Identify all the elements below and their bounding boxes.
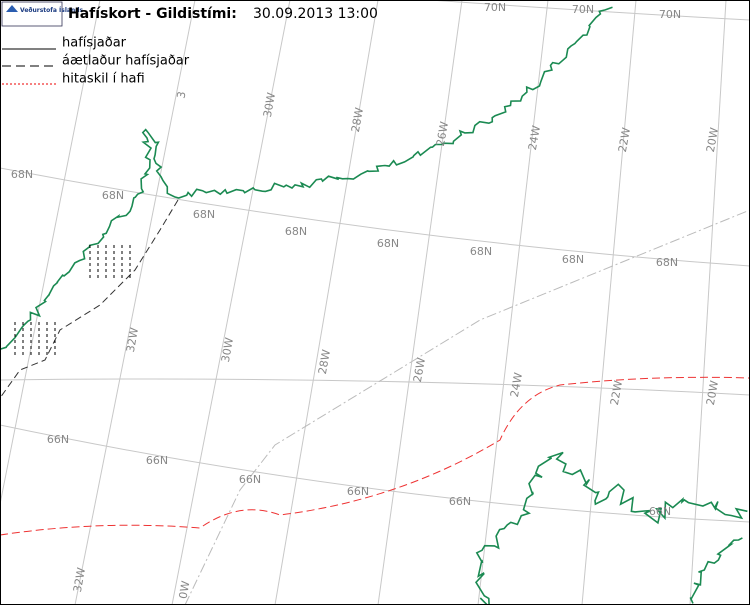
grid-label: 66N bbox=[449, 495, 471, 508]
grid-label: 68N bbox=[102, 189, 124, 202]
graticule-line bbox=[429, 0, 750, 21]
grid-label: 70N bbox=[659, 8, 681, 21]
logo-icon bbox=[6, 5, 18, 12]
grid-label: 68N bbox=[285, 225, 307, 238]
graticule-line bbox=[171, 0, 291, 605]
grid-label: 68N bbox=[193, 208, 215, 221]
graticule-line bbox=[74, 0, 196, 605]
grid-label: 68N bbox=[562, 253, 584, 266]
grid-label: 28W bbox=[349, 106, 366, 133]
graticule-line bbox=[477, 0, 549, 605]
graticule-line bbox=[0, 167, 750, 267]
legend-text: hafísjaðar bbox=[62, 36, 127, 51]
title: Hafískort - Gildistími: bbox=[68, 6, 237, 22]
grid-label: 0W bbox=[177, 580, 193, 600]
grid-label: 24W bbox=[508, 371, 525, 398]
grid-label: 66N bbox=[47, 433, 69, 446]
graticule-line bbox=[581, 0, 637, 605]
features bbox=[0, 6, 750, 605]
grid-label: 26W bbox=[434, 120, 451, 147]
grid-label: 3 bbox=[174, 90, 188, 99]
grid-label: 66N bbox=[239, 473, 261, 486]
grid-label: 68N bbox=[470, 245, 492, 258]
logo-box bbox=[1, 1, 63, 27]
grid-label: 66N bbox=[146, 454, 168, 467]
grid-label: 70N bbox=[484, 1, 506, 14]
ocean-front bbox=[0, 376, 750, 536]
grid-label: 66N bbox=[347, 485, 369, 498]
grid-label: 68N bbox=[11, 168, 33, 181]
grid-label: 70N bbox=[572, 3, 594, 16]
ice-edge-estimated bbox=[0, 199, 179, 399]
grid-label: 30W bbox=[261, 91, 278, 118]
grid-label: 30W bbox=[219, 336, 236, 363]
legend-text: áætlaður hafísjaðar bbox=[62, 54, 190, 69]
legend-text: hitaskil í hafi bbox=[62, 72, 145, 87]
grid-label: 20W bbox=[704, 126, 721, 153]
grid-label: 66N bbox=[649, 505, 671, 518]
grid-label: 68N bbox=[656, 256, 678, 269]
grid-label: 28W bbox=[316, 348, 333, 375]
graticule-line bbox=[0, 424, 750, 523]
datetime: 30.09.2013 13:00 bbox=[253, 6, 378, 22]
grid-label: 24W bbox=[526, 124, 543, 151]
grid-label: 68N bbox=[377, 237, 399, 250]
grid-label: 32W bbox=[124, 326, 141, 353]
median-line bbox=[184, 209, 750, 605]
grid-labels: 70N 70N 70N 68N 68N 68N 68N 68N 68N 68N 68N 66N 66N 6… bbox=[11, 1, 721, 600]
grid-label: 20W bbox=[704, 379, 721, 406]
grid-label: 32W bbox=[71, 566, 88, 593]
coastline-iceland bbox=[475, 451, 748, 605]
coastline-iceland bbox=[689, 537, 743, 604]
grid-label: 22W bbox=[616, 126, 633, 153]
graticule-line bbox=[274, 0, 379, 605]
graticule-line bbox=[0, 0, 101, 507]
grid-label: 22W bbox=[608, 379, 625, 406]
graticule-line bbox=[0, 378, 750, 396]
graticule-line bbox=[377, 0, 463, 605]
grid-label: 26W bbox=[411, 356, 428, 383]
logo-text: Veðurstofa Íslands bbox=[20, 6, 84, 14]
